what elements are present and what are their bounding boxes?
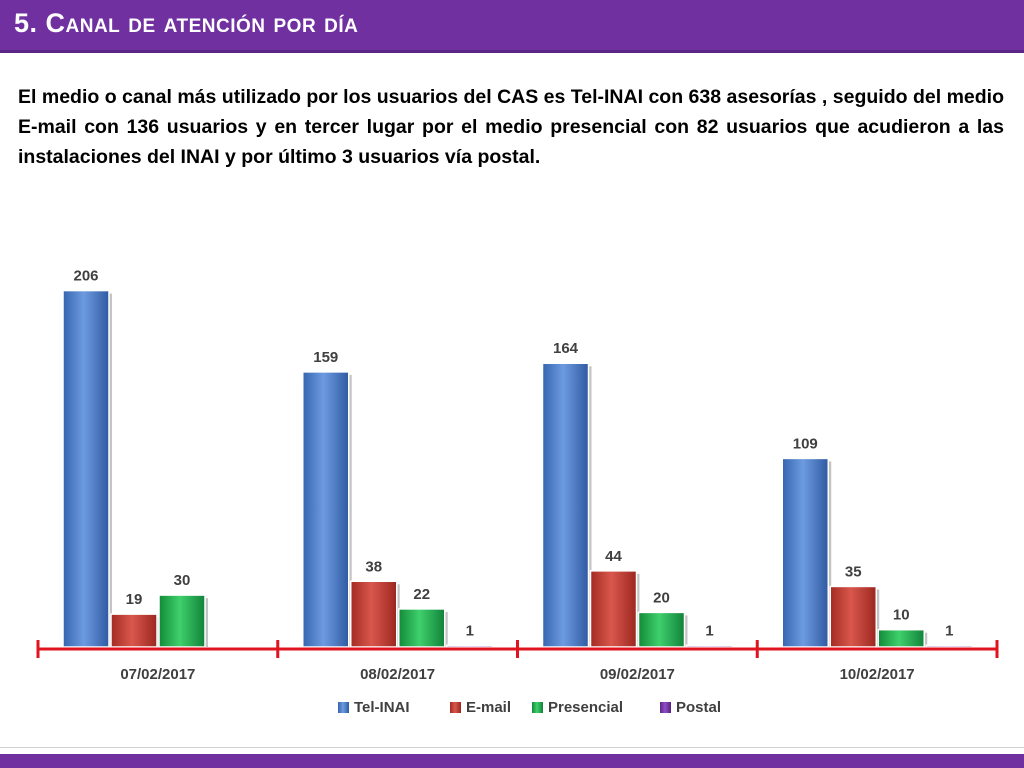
data-label: 20 <box>653 589 670 606</box>
data-label: 206 <box>73 268 98 285</box>
bar-presencial-3 <box>637 611 686 648</box>
legend-swatch <box>660 702 671 713</box>
slide-title: 5. Canal de atención por día <box>14 8 359 38</box>
data-label: 44 <box>605 548 622 565</box>
bar-presencial-4 <box>877 628 925 648</box>
bar-tel-inai-3 <box>541 362 590 648</box>
bar-postal-3 <box>685 644 734 648</box>
category-label: 08/02/2017 <box>360 666 435 683</box>
data-label: 35 <box>845 563 862 580</box>
data-label: 22 <box>413 586 430 603</box>
data-label: 164 <box>553 340 579 357</box>
bar-tel-inai-1 <box>62 289 110 648</box>
legend-label: Postal <box>676 699 721 716</box>
data-label: 38 <box>365 558 382 575</box>
bar-e-mail-3 <box>589 570 638 648</box>
data-label: 30 <box>174 572 191 589</box>
bar-e-mail-2 <box>350 580 398 648</box>
legend-swatch <box>532 702 543 713</box>
bar-presencial-2 <box>398 608 446 648</box>
data-label: 1 <box>945 622 953 639</box>
title-bar: 5. Canal de atención por día <box>0 0 1024 53</box>
legend-label: Tel-INAI <box>354 699 410 716</box>
legend-label: Presencial <box>548 699 623 716</box>
bar-e-mail-4 <box>829 585 877 648</box>
bar-postal-2 <box>446 644 494 648</box>
legend-label: E-mail <box>466 699 511 716</box>
data-label: 109 <box>793 435 818 452</box>
data-label: 10 <box>893 607 910 624</box>
bar-chart: 206 19 30 159 38 22 1 164 44 20 1 109 35 10 1 07/02/20… <box>36 268 999 716</box>
category-label: 09/02/2017 <box>600 666 675 683</box>
category-label: 07/02/2017 <box>120 666 195 683</box>
footer-bar <box>0 754 1024 768</box>
legend-swatch <box>450 702 461 713</box>
data-label: 19 <box>126 591 143 608</box>
bar-tel-inai-2 <box>302 371 350 648</box>
data-label: 1 <box>705 622 713 639</box>
bar-e-mail-1 <box>110 613 158 648</box>
footer-divider <box>0 747 1024 748</box>
legend-swatch <box>338 702 349 713</box>
category-label: 10/02/2017 <box>840 666 915 683</box>
description-paragraph: El medio o canal más utilizado por los u… <box>18 86 1004 168</box>
bar-presencial-1 <box>158 594 206 648</box>
data-label: 1 <box>466 622 474 639</box>
data-label: 159 <box>313 349 338 366</box>
bar-postal-4 <box>925 644 973 648</box>
bar-tel-inai-4 <box>781 457 829 648</box>
